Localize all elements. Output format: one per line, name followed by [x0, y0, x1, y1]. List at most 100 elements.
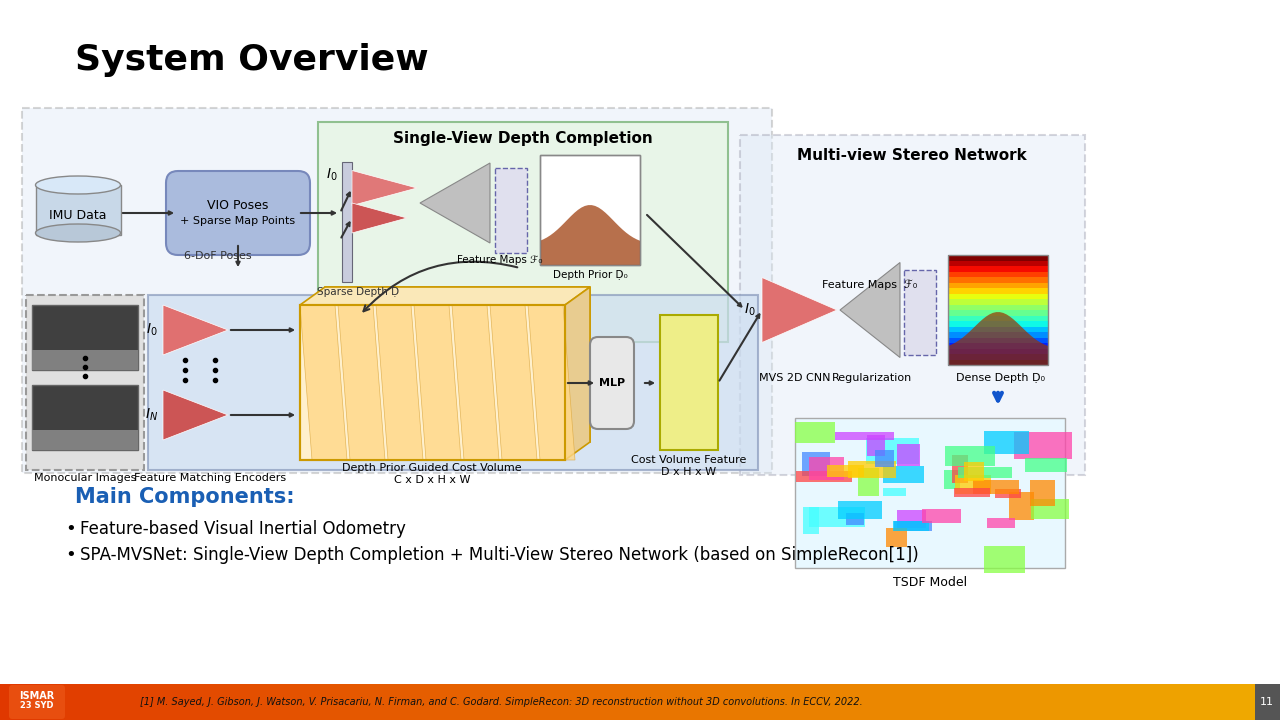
FancyBboxPatch shape	[809, 457, 844, 480]
Text: ISMAR: ISMAR	[19, 691, 55, 701]
Text: IMU Data: IMU Data	[49, 209, 106, 222]
FancyBboxPatch shape	[250, 684, 260, 720]
FancyBboxPatch shape	[948, 255, 1048, 261]
FancyBboxPatch shape	[1020, 684, 1030, 720]
Polygon shape	[300, 287, 590, 305]
FancyBboxPatch shape	[451, 684, 460, 720]
FancyBboxPatch shape	[700, 684, 710, 720]
FancyBboxPatch shape	[948, 326, 1048, 333]
FancyBboxPatch shape	[570, 684, 580, 720]
FancyBboxPatch shape	[480, 684, 490, 720]
FancyBboxPatch shape	[886, 528, 908, 547]
FancyBboxPatch shape	[291, 684, 300, 720]
FancyBboxPatch shape	[920, 684, 931, 720]
FancyBboxPatch shape	[1014, 432, 1073, 459]
FancyBboxPatch shape	[110, 684, 120, 720]
FancyBboxPatch shape	[987, 518, 1015, 528]
FancyBboxPatch shape	[590, 684, 600, 720]
FancyBboxPatch shape	[931, 684, 940, 720]
FancyBboxPatch shape	[803, 507, 819, 534]
FancyBboxPatch shape	[948, 343, 1048, 349]
FancyBboxPatch shape	[540, 248, 640, 254]
FancyBboxPatch shape	[540, 161, 640, 166]
Text: Sparse Depth Ḍ: Sparse Depth Ḍ	[317, 287, 399, 297]
FancyBboxPatch shape	[540, 199, 640, 205]
FancyBboxPatch shape	[630, 684, 640, 720]
FancyBboxPatch shape	[611, 684, 620, 720]
FancyBboxPatch shape	[220, 684, 230, 720]
FancyBboxPatch shape	[964, 462, 984, 481]
Text: [1] M. Sayed, J. Gibson, J. Watson, V. Prisacariu, N. Firman, and C. Godard. Sim: [1] M. Sayed, J. Gibson, J. Watson, V. P…	[140, 697, 863, 707]
FancyBboxPatch shape	[950, 684, 960, 720]
FancyBboxPatch shape	[410, 684, 420, 720]
FancyBboxPatch shape	[540, 155, 640, 161]
FancyBboxPatch shape	[189, 684, 200, 720]
FancyBboxPatch shape	[948, 354, 1048, 360]
Text: Multi-view Stereo Network: Multi-view Stereo Network	[797, 148, 1027, 163]
FancyBboxPatch shape	[540, 194, 640, 199]
FancyBboxPatch shape	[210, 684, 220, 720]
FancyBboxPatch shape	[948, 338, 1048, 343]
FancyBboxPatch shape	[984, 546, 1025, 573]
FancyBboxPatch shape	[420, 684, 430, 720]
FancyBboxPatch shape	[32, 430, 138, 450]
FancyBboxPatch shape	[590, 337, 634, 429]
FancyBboxPatch shape	[1030, 480, 1055, 506]
Polygon shape	[352, 171, 417, 205]
FancyBboxPatch shape	[36, 185, 122, 235]
FancyBboxPatch shape	[922, 509, 961, 523]
FancyBboxPatch shape	[876, 450, 893, 467]
FancyBboxPatch shape	[1009, 492, 1034, 520]
Polygon shape	[948, 312, 1048, 365]
Polygon shape	[300, 305, 347, 460]
FancyBboxPatch shape	[540, 254, 640, 260]
FancyBboxPatch shape	[509, 684, 520, 720]
FancyBboxPatch shape	[540, 684, 550, 720]
FancyBboxPatch shape	[580, 684, 590, 720]
FancyBboxPatch shape	[858, 468, 879, 496]
Polygon shape	[413, 305, 461, 460]
FancyBboxPatch shape	[550, 684, 561, 720]
FancyBboxPatch shape	[669, 684, 680, 720]
FancyBboxPatch shape	[948, 288, 1048, 294]
Polygon shape	[529, 305, 575, 460]
FancyBboxPatch shape	[820, 684, 829, 720]
FancyBboxPatch shape	[540, 221, 640, 227]
FancyBboxPatch shape	[840, 684, 850, 720]
FancyBboxPatch shape	[760, 684, 771, 720]
FancyBboxPatch shape	[650, 684, 660, 720]
FancyBboxPatch shape	[803, 452, 829, 476]
Text: TSDF Model: TSDF Model	[893, 577, 968, 590]
FancyBboxPatch shape	[1251, 684, 1260, 720]
FancyBboxPatch shape	[1091, 684, 1100, 720]
FancyBboxPatch shape	[1149, 684, 1160, 720]
FancyBboxPatch shape	[349, 684, 360, 720]
FancyBboxPatch shape	[540, 155, 640, 161]
Text: Depth Prior Guided Cost Volume: Depth Prior Guided Cost Volume	[342, 463, 522, 473]
FancyBboxPatch shape	[710, 684, 719, 720]
FancyBboxPatch shape	[960, 684, 970, 720]
FancyBboxPatch shape	[160, 684, 170, 720]
FancyBboxPatch shape	[719, 684, 730, 720]
FancyBboxPatch shape	[540, 182, 640, 189]
FancyBboxPatch shape	[340, 684, 349, 720]
Ellipse shape	[36, 224, 120, 242]
FancyBboxPatch shape	[980, 684, 989, 720]
FancyBboxPatch shape	[690, 684, 700, 720]
Text: Feature Maps  ℱ₀: Feature Maps ℱ₀	[822, 279, 918, 290]
FancyBboxPatch shape	[1070, 684, 1080, 720]
FancyBboxPatch shape	[540, 259, 640, 266]
FancyBboxPatch shape	[540, 194, 640, 199]
FancyBboxPatch shape	[148, 295, 758, 470]
FancyBboxPatch shape	[948, 294, 1048, 300]
FancyBboxPatch shape	[540, 177, 640, 183]
FancyBboxPatch shape	[897, 444, 920, 466]
FancyBboxPatch shape	[70, 684, 79, 720]
FancyBboxPatch shape	[495, 168, 527, 253]
FancyBboxPatch shape	[1220, 684, 1230, 720]
Polygon shape	[564, 287, 590, 460]
Polygon shape	[376, 305, 422, 460]
FancyBboxPatch shape	[829, 684, 840, 720]
Text: Regularization: Regularization	[832, 373, 913, 383]
Text: Dense Depth Ḍ₀: Dense Depth Ḍ₀	[955, 373, 1044, 383]
